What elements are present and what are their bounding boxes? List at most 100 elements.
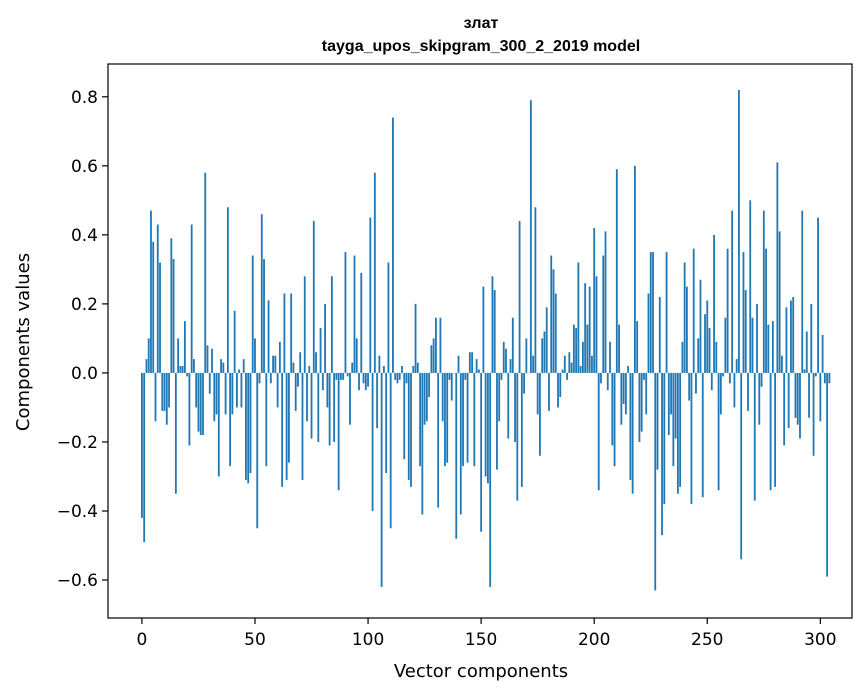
bar-component-174 — [534, 207, 537, 373]
bar-component-143 — [464, 372, 467, 380]
bar-component-161 — [505, 348, 507, 373]
bar-component-226 — [652, 252, 654, 373]
bar-component-134 — [444, 372, 446, 467]
bar-component-223 — [645, 372, 648, 415]
bar-component-228 — [656, 372, 659, 470]
bar-component-177 — [541, 338, 544, 373]
bar-component-207 — [609, 341, 611, 373]
bar-component-269 — [749, 200, 752, 373]
bar-component-158 — [498, 372, 501, 422]
bar-component-180 — [548, 372, 550, 411]
bar-component-204 — [602, 255, 605, 373]
bar-component-64 — [285, 372, 288, 480]
bar-component-293 — [803, 369, 806, 373]
bar-component-122 — [416, 362, 419, 373]
bar-component-220 — [638, 372, 641, 442]
bar-component-298 — [814, 372, 817, 377]
y-tick-label: 0.6 — [71, 157, 98, 177]
bar-component-274 — [760, 372, 763, 387]
bar-component-48 — [249, 372, 252, 474]
bar-component-92 — [349, 372, 351, 425]
bar-component-240 — [683, 262, 686, 373]
bar-component-212 — [620, 372, 623, 425]
bar-component-36 — [222, 362, 225, 373]
bar-component-166 — [516, 372, 519, 501]
bar-component-45 — [242, 359, 245, 373]
bar-component-52 — [258, 372, 261, 384]
bar-component-110 — [389, 372, 392, 529]
bar-component-47 — [247, 372, 250, 484]
bar-component-40 — [231, 372, 234, 415]
bar-component-215 — [627, 366, 630, 373]
bar-component-67 — [292, 362, 295, 373]
bar-component-29 — [206, 345, 209, 373]
bar-component-127 — [428, 372, 431, 398]
bar-component-73 — [306, 372, 308, 422]
x-tick-label: 250 — [691, 630, 723, 650]
bar-component-287 — [790, 300, 792, 373]
bar-component-74 — [308, 366, 311, 373]
bar-component-121 — [414, 303, 417, 373]
bar-component-284 — [783, 372, 786, 446]
bar-component-98 — [362, 372, 365, 384]
bar-component-50 — [254, 338, 256, 373]
bar-component-181 — [550, 255, 553, 373]
bar-component-190 — [570, 362, 573, 373]
bar-component-279 — [771, 321, 774, 373]
bar-component-304 — [828, 372, 831, 384]
bar-component-200 — [593, 227, 596, 373]
bar-component-205 — [604, 231, 607, 373]
bar-component-102 — [371, 372, 374, 511]
bar-component-193 — [577, 262, 580, 373]
bar-component-294 — [805, 331, 808, 373]
bar-component-265 — [740, 372, 743, 560]
bar-component-183 — [554, 293, 557, 373]
bar-component-18 — [181, 366, 184, 373]
bar-component-258 — [724, 317, 727, 373]
x-axis-label: Vector components — [394, 661, 568, 682]
bar-component-115 — [401, 366, 403, 373]
bar-component-303 — [826, 372, 829, 577]
bar-component-125 — [423, 372, 426, 425]
bar-component-285 — [785, 307, 788, 373]
y-tick-label: 0.2 — [71, 295, 98, 315]
bar-component-146 — [471, 352, 473, 373]
bar-component-188 — [566, 372, 568, 380]
bar-component-189 — [568, 352, 571, 373]
bar-component-144 — [466, 372, 469, 463]
bar-component-114 — [398, 372, 401, 380]
bar-component-9 — [161, 372, 164, 411]
bar-component-233 — [667, 372, 670, 436]
bar-component-216 — [629, 372, 632, 480]
y-tick-label: −0.2 — [57, 433, 98, 453]
bar-component-101 — [369, 217, 372, 373]
bar-component-162 — [507, 372, 510, 439]
bar-component-31 — [211, 348, 213, 373]
bar-component-167 — [518, 221, 521, 373]
bar-component-108 — [385, 372, 388, 474]
bar-component-8 — [159, 262, 161, 373]
bar-component-58 — [272, 355, 274, 373]
bar-component-195 — [581, 341, 584, 373]
bar-component-241 — [686, 286, 688, 373]
bar-component-103 — [373, 172, 376, 373]
bar-component-97 — [360, 272, 363, 373]
bar-component-186 — [561, 369, 564, 373]
y-tick-label: 0.4 — [71, 226, 98, 246]
bar-component-256 — [719, 372, 722, 415]
bar-component-96 — [358, 372, 360, 391]
bar-component-59 — [274, 355, 277, 373]
bar-component-27 — [202, 372, 204, 436]
bar-component-133 — [441, 372, 444, 422]
bar-component-224 — [647, 293, 650, 373]
bar-component-119 — [410, 372, 412, 487]
bar-component-237 — [676, 372, 679, 494]
bar-component-255 — [717, 372, 720, 491]
bar-component-0 — [141, 372, 143, 518]
bar-component-26 — [199, 372, 202, 436]
bar-component-178 — [543, 331, 546, 373]
bar-component-282 — [778, 231, 781, 373]
bar-component-239 — [681, 341, 684, 373]
bar-component-170 — [525, 338, 528, 373]
bar-component-62 — [281, 372, 284, 487]
